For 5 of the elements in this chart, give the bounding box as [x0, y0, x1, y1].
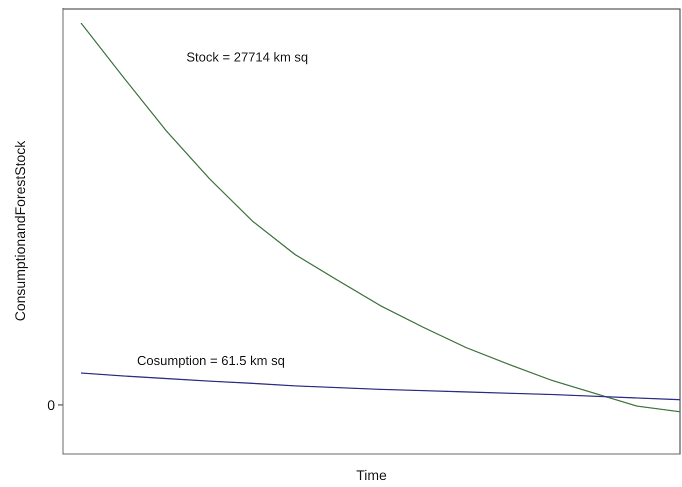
annotation: Cosumption = 61.5 km sq — [137, 352, 285, 368]
x-axis-title: Time — [356, 467, 388, 483]
text: 0 — [47, 396, 56, 413]
annotation: Stock = 27714 km sq — [186, 50, 308, 65]
y-axis-title: ConsumptionandForestStock — [12, 140, 28, 322]
